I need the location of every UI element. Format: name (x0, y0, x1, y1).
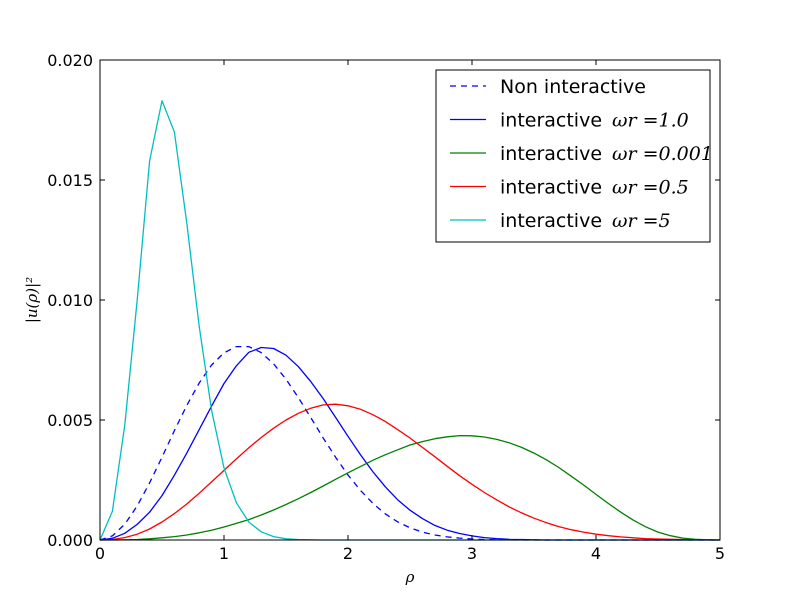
y-tick-label: 0.000 (47, 531, 93, 550)
y-axis-label: |u(ρ)|² (23, 277, 41, 323)
x-axis-label: ρ (405, 568, 415, 586)
legend-math-1: ωr =1.0 (612, 110, 689, 132)
ticks-layer: 0 1 2 3 4 5 0.000 0.005 0.010 0.015 0.020 (47, 51, 725, 563)
x-tick-label: 0 (95, 544, 105, 563)
x-tick-label: 2 (343, 544, 353, 563)
series-line-1 (99, 346, 720, 541)
x-tick-label: 4 (591, 544, 601, 563)
legend-label-0: Non interactive (500, 76, 646, 98)
legend-label-3: interactive (500, 177, 602, 199)
series-line-2 (100, 434, 721, 541)
legend-label-2: interactive (500, 143, 602, 165)
y-tick-label: 0.010 (47, 291, 93, 310)
y-tick-label: 0.005 (47, 411, 93, 430)
legend-label-1: interactive (500, 110, 602, 132)
y-tick-label: 0.015 (47, 171, 93, 190)
legend-label-4: interactive (500, 210, 602, 232)
legend-math-2: ωr =0.001 (612, 143, 713, 165)
legend-box (435, 69, 711, 243)
y-tick-label: 0.020 (47, 51, 93, 70)
series-line-0 (99, 345, 720, 541)
legend-math-3: ωr =0.5 (612, 177, 689, 199)
legend: Non interactive interactive ωr =1.0 interac… (435, 69, 713, 243)
legend-math-4: ωr =5 (612, 210, 671, 232)
x-tick-label: 5 (715, 544, 725, 563)
x-tick-label: 3 (467, 544, 477, 563)
series-line-3 (99, 403, 721, 541)
x-tick-label: 1 (219, 544, 229, 563)
